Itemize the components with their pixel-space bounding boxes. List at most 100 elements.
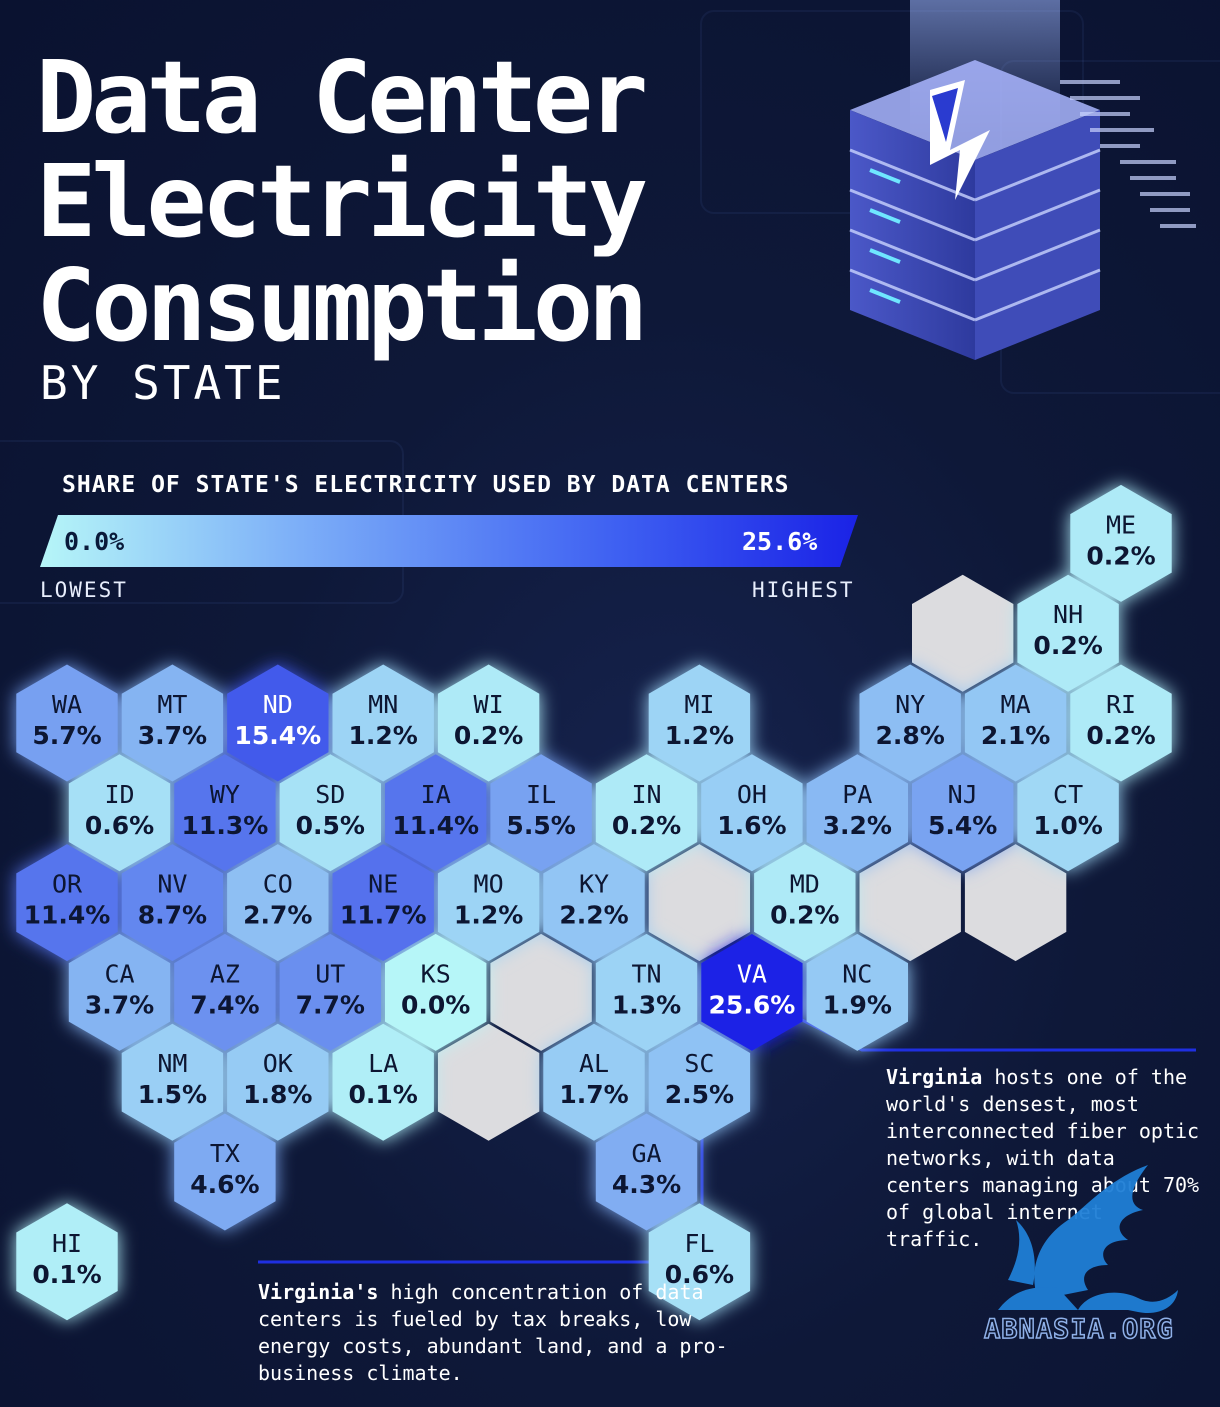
state-abbr: NJ	[948, 780, 978, 809]
hex-shape	[595, 933, 698, 1051]
state-value: 2.2%	[559, 901, 628, 930]
state-abbr: IL	[526, 780, 556, 809]
state-abbr: AL	[579, 1049, 609, 1078]
hex-hi: HI0.1%	[16, 1203, 118, 1321]
state-abbr: OR	[52, 870, 83, 899]
state-value: 1.9%	[823, 990, 892, 1019]
state-value: 5.5%	[506, 811, 575, 840]
blank-hex	[490, 933, 592, 1051]
hex-al: AL1.7%	[543, 1023, 645, 1141]
state-abbr: RI	[1106, 690, 1136, 719]
legend-min-value: 0.0%	[64, 527, 125, 556]
state-abbr: HI	[52, 1229, 82, 1258]
hex-shape	[595, 754, 698, 872]
hex-shape	[806, 754, 908, 872]
state-abbr: ND	[263, 690, 293, 719]
hex-shape	[543, 844, 645, 962]
state-value: 1.6%	[717, 811, 786, 840]
hex-mi: MI1.2%	[648, 664, 751, 782]
state-abbr: PA	[842, 780, 872, 809]
title-line-3: Consumption	[36, 247, 648, 364]
state-abbr: NH	[1053, 600, 1083, 629]
state-abbr: AZ	[210, 959, 240, 988]
state-abbr: OH	[737, 780, 767, 809]
legend-highest-label: HIGHEST	[752, 578, 855, 602]
state-abbr: FL	[684, 1229, 714, 1258]
state-value: 0.2%	[1033, 631, 1102, 660]
hex-shape	[121, 664, 224, 782]
hex-shape	[385, 933, 487, 1051]
state-abbr: KS	[421, 959, 451, 988]
legend-max-value: 25.6%	[742, 527, 818, 556]
hex-shape	[754, 844, 856, 962]
hex-fl: FL0.6%	[648, 1203, 751, 1321]
title-line-2: Electricity	[36, 143, 648, 260]
state-value: 15.4%	[234, 721, 321, 750]
hex-shape	[648, 664, 751, 782]
state-abbr: MN	[368, 690, 398, 719]
state-value: 0.2%	[1086, 721, 1155, 750]
hex-nm: NM1.5%	[121, 1023, 224, 1141]
hex-shape	[648, 1203, 751, 1321]
hex-nh: NH0.2%	[1017, 574, 1119, 692]
hex-nj: NJ5.4%	[912, 754, 1014, 872]
state-value: 11.7%	[340, 901, 427, 930]
state-value: 0.6%	[665, 1260, 734, 1289]
state-abbr: NY	[895, 690, 925, 719]
state-abbr: IN	[631, 780, 661, 809]
state-value: 1.2%	[349, 721, 418, 750]
state-value: 3.7%	[85, 990, 154, 1019]
state-value: 1.2%	[454, 901, 523, 930]
state-abbr: LA	[368, 1049, 398, 1078]
hex-tx: TX4.6%	[174, 1113, 276, 1231]
state-abbr: MA	[1001, 690, 1031, 719]
hex-shape	[964, 664, 1067, 782]
blank-hex	[859, 844, 961, 962]
hex-shape	[227, 844, 329, 962]
hex-sc: SC2.5%	[648, 1023, 751, 1141]
state-value: 11.3%	[182, 811, 269, 840]
hex-shape	[68, 754, 171, 872]
hex-shape	[1070, 664, 1172, 782]
hex-me: ME0.2%	[1070, 484, 1172, 602]
hex-co: CO2.7%	[227, 844, 329, 962]
hex-mt: MT3.7%	[121, 664, 224, 782]
state-abbr: NC	[842, 959, 872, 988]
state-value: 5.7%	[32, 721, 101, 750]
hex-shape	[859, 664, 961, 782]
hex-shape	[332, 1023, 434, 1141]
hex-shape	[437, 664, 540, 782]
virginia-concentration-note: Virginia's high concentration of data ce…	[258, 1279, 728, 1387]
state-abbr: CA	[104, 959, 134, 988]
state-value: 5.4%	[928, 811, 997, 840]
state-value: 0.2%	[454, 721, 523, 750]
state-hexes: ME0.2%NH0.2%WA5.7%MT3.7%ND15.4%MN1.2%WI0…	[16, 484, 1172, 1321]
hex-shape	[121, 1023, 224, 1141]
note-right-text: hosts one of the world's densest, most i…	[886, 1065, 1200, 1251]
legend-title: SHARE OF STATE'S ELECTRICITY USED BY DAT…	[62, 472, 790, 498]
hex-shape	[1070, 484, 1172, 602]
state-abbr: OK	[263, 1049, 293, 1078]
hex-ky: KY2.2%	[543, 844, 645, 962]
hex-shape	[332, 844, 434, 962]
hex-shape	[595, 1113, 698, 1231]
hex-shape	[543, 1023, 645, 1141]
hex-shape	[68, 933, 171, 1051]
hex-il: IL5.5%	[490, 754, 592, 872]
state-abbr: WY	[210, 780, 240, 809]
state-value: 0.1%	[349, 1080, 418, 1109]
hex-shape	[385, 754, 487, 872]
hex-md: MD0.2%	[754, 844, 856, 962]
hex-shape	[437, 844, 540, 962]
hex-ca: CA3.7%	[68, 933, 171, 1051]
hex-in: IN0.2%	[595, 754, 698, 872]
hex-shape	[701, 754, 803, 872]
hex-ri: RI0.2%	[1070, 664, 1172, 782]
state-abbr: GA	[631, 1139, 661, 1168]
state-value: 2.7%	[243, 901, 312, 930]
hex-shape	[648, 1023, 751, 1141]
hex-shape	[16, 844, 118, 962]
